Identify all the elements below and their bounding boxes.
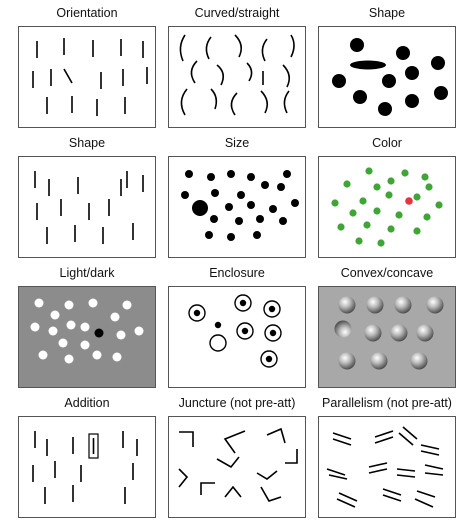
panel-canvas	[168, 286, 306, 388]
panel-title: Curved/straight	[194, 6, 280, 20]
panel-title: Addition	[64, 396, 110, 410]
panel-title: Shape	[368, 6, 406, 20]
panel-title: Size	[224, 136, 250, 150]
addition-illustration	[32, 431, 138, 504]
panel-title: Enclosure	[209, 266, 265, 280]
orientation-illustration	[32, 38, 148, 116]
panel-canvas	[18, 416, 156, 518]
concave-target	[334, 320, 352, 338]
juncture-illustration	[178, 427, 298, 502]
panel-title: Light/dark	[59, 266, 115, 280]
panel-canvas	[168, 416, 306, 518]
panel-title: Orientation	[56, 6, 118, 20]
panel-canvas	[318, 26, 456, 128]
addition-box	[88, 433, 99, 459]
panel-canvas	[168, 26, 306, 128]
size-illustration	[181, 170, 299, 241]
panel-canvas	[318, 156, 456, 258]
panel-canvas	[18, 286, 156, 388]
panel-canvas	[318, 416, 456, 518]
panel-title: Shape	[68, 136, 106, 150]
dark-target-dot	[94, 328, 104, 338]
parallelism-illustration	[326, 426, 444, 508]
panel-canvas	[18, 26, 156, 128]
panel-title: Color	[372, 136, 402, 150]
panel-title: Parallelism (not pre-att)	[322, 396, 452, 410]
shape-dots-illustration	[332, 38, 448, 116]
color-target-dot	[405, 197, 413, 205]
convex-concave-illustration	[334, 296, 444, 370]
panel-canvas	[18, 156, 156, 258]
panel-canvas	[318, 286, 456, 388]
color-illustration	[331, 167, 443, 247]
curved-straight-illustration	[179, 34, 295, 116]
panel-title: Juncture (not pre-att)	[178, 396, 296, 410]
panel-title: Convex/concave	[340, 266, 434, 280]
panel-canvas	[168, 156, 306, 258]
light-dark-illustration	[30, 298, 144, 364]
shape-lines-illustration	[34, 171, 144, 244]
enclosure-illustration	[188, 294, 282, 368]
